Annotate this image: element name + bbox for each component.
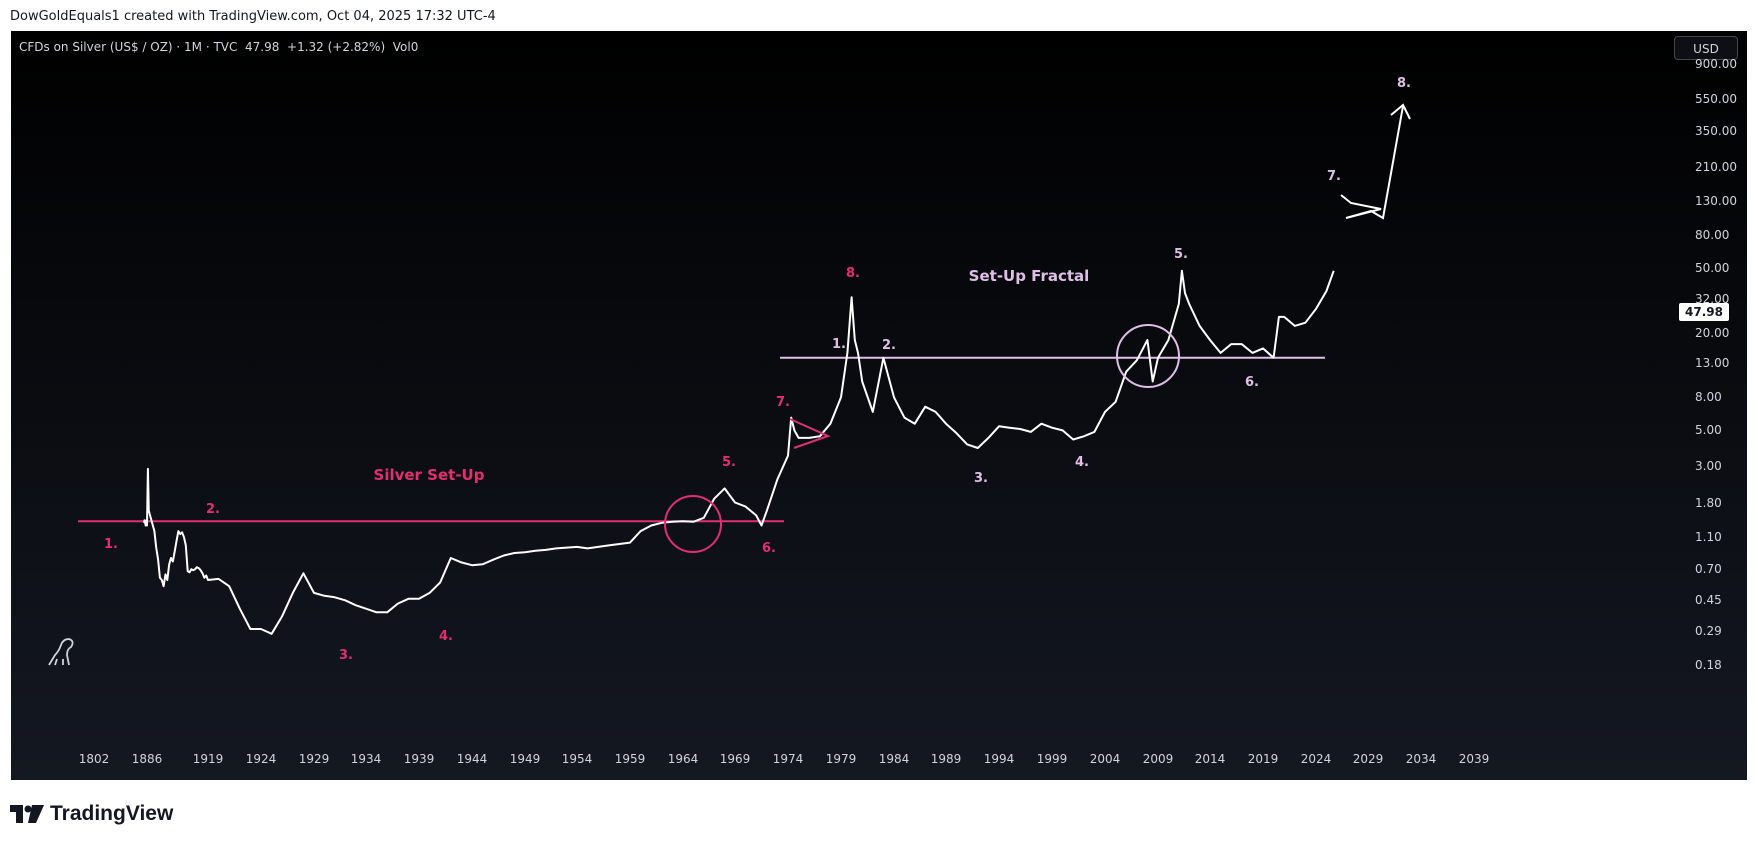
time-tick-label: 1999 xyxy=(1036,752,1068,766)
setup-wave-label: 8. xyxy=(846,266,860,281)
fractal-wave-label: 3. xyxy=(974,471,988,486)
price-tick-label: 130.00 xyxy=(1695,193,1737,208)
dino-icon xyxy=(48,638,74,666)
time-tick-label: 1984 xyxy=(878,752,910,766)
time-tick-label: 1989 xyxy=(930,752,962,766)
price-tick-label: 0.18 xyxy=(1695,658,1722,672)
fractal-wave-label: 4. xyxy=(1075,455,1089,470)
fractal-wave-label: 8. xyxy=(1397,76,1411,91)
price-axis[interactable]: USD 0.18 0.29 0.45 0.70 1.10 1.80 3.00 5.00 8.00… xyxy=(1674,31,1747,780)
symbol-info: CFDs on Silver (US$ / OZ) · 1M · TVC 47.… xyxy=(19,40,419,54)
price-chart[interactable]: Silver Set-Up Set-Up Fractal 1. 2. 3. 4. 5. 6. 7… xyxy=(11,31,1677,742)
fractal-wave-label: 5. xyxy=(1174,247,1188,262)
time-tick-label: 2029 xyxy=(1352,752,1384,766)
fractal-wave-label: 7. xyxy=(1327,169,1341,184)
time-tick-label: 2004 xyxy=(1089,752,1121,766)
setup-wave-label: 4. xyxy=(439,629,453,644)
price-tick-label: 0.29 xyxy=(1695,624,1722,639)
time-tick-label: 1934 xyxy=(350,752,382,766)
fractal-wave-label: 6. xyxy=(1245,375,1259,390)
price-line xyxy=(142,269,1335,635)
time-tick-label: 2019 xyxy=(1247,752,1279,766)
time-tick-label: 2034 xyxy=(1405,752,1437,766)
fractal-circle xyxy=(1116,324,1180,388)
setup-wave-label: 3. xyxy=(339,648,353,663)
price-tick-label: 8.00 xyxy=(1695,390,1722,405)
time-tick-label: 1924 xyxy=(245,752,277,766)
time-tick-label: 1949 xyxy=(509,752,541,766)
chart-credit: DowGoldEquals1 created with TradingView.… xyxy=(10,9,496,24)
price-tick-label: 80.00 xyxy=(1695,227,1730,242)
last-price-label: 47.98 xyxy=(1679,303,1729,321)
currency-button[interactable]: USD xyxy=(1674,36,1738,60)
time-tick-label: 1944 xyxy=(456,752,488,766)
price-tick-label: 550.00 xyxy=(1695,91,1737,106)
time-tick-label: 2014 xyxy=(1194,752,1226,766)
time-axis[interactable]: 1802 1886 1919 1924 1929 1934 1939 1944 1949 1954… xyxy=(11,742,1677,780)
time-tick-label: 1886 xyxy=(131,752,163,766)
time-tick-label: 1959 xyxy=(614,752,646,766)
projection-arrowhead xyxy=(1390,103,1411,120)
price-tick-label: 50.00 xyxy=(1695,260,1730,275)
price-tick-label: 3.00 xyxy=(1695,459,1722,474)
time-tick-label: 1802 xyxy=(78,752,110,766)
time-tick-label: 1919 xyxy=(192,752,224,766)
setup-title: Silver Set-Up xyxy=(374,466,485,484)
time-tick-label: 1994 xyxy=(983,752,1015,766)
time-tick-label: 2024 xyxy=(1300,752,1332,766)
tradingview-logo[interactable]: TradingView xyxy=(10,802,173,826)
price-tick-label: 5.00 xyxy=(1695,423,1722,438)
time-tick-label: 1974 xyxy=(772,752,804,766)
fractal-wave-label: 2. xyxy=(882,338,896,353)
price-tick-label: 350.00 xyxy=(1695,123,1737,138)
time-tick-label: 1969 xyxy=(719,752,751,766)
setup-wave-label: 1. xyxy=(104,537,118,552)
tradingview-logo-icon xyxy=(10,805,44,823)
price-tick-label: 32.00 xyxy=(1695,292,1730,307)
price-tick-label: 20.00 xyxy=(1695,325,1730,340)
time-tick-label: 1954 xyxy=(561,752,593,766)
time-tick-label: 1964 xyxy=(667,752,699,766)
projection-path xyxy=(1340,105,1404,220)
price-tick-label: 1.80 xyxy=(1695,495,1722,510)
price-tick-label: 0.45 xyxy=(1695,593,1722,608)
time-tick-label: 2009 xyxy=(1142,752,1174,766)
fractal-title: Set-Up Fractal xyxy=(969,267,1090,285)
price-tick-label: 210.00 xyxy=(1695,159,1737,174)
price-tick-label: 1.10 xyxy=(1695,530,1722,545)
tradingview-brand: TradingView xyxy=(50,802,174,825)
time-tick-label: 2039 xyxy=(1458,752,1490,766)
chart-panel[interactable]: Silver Set-Up Set-Up Fractal 1. 2. 3. 4. 5. 6. 7… xyxy=(11,31,1747,780)
setup-wave-label: 2. xyxy=(206,502,220,517)
fractal-wave-label: 1. xyxy=(832,337,846,352)
setup-pennant xyxy=(789,418,831,449)
time-tick-label: 1929 xyxy=(298,752,330,766)
setup-wave-label: 6. xyxy=(762,541,776,556)
time-tick-label: 1979 xyxy=(825,752,857,766)
setup-wave-label: 5. xyxy=(722,455,736,470)
price-tick-label: 13.00 xyxy=(1695,356,1730,370)
price-tick-label: 900.00 xyxy=(1695,57,1737,71)
price-tick-label: 0.70 xyxy=(1695,562,1722,577)
setup-circle xyxy=(664,495,722,553)
time-tick-label: 1939 xyxy=(403,752,435,766)
setup-wave-label: 7. xyxy=(776,395,790,410)
